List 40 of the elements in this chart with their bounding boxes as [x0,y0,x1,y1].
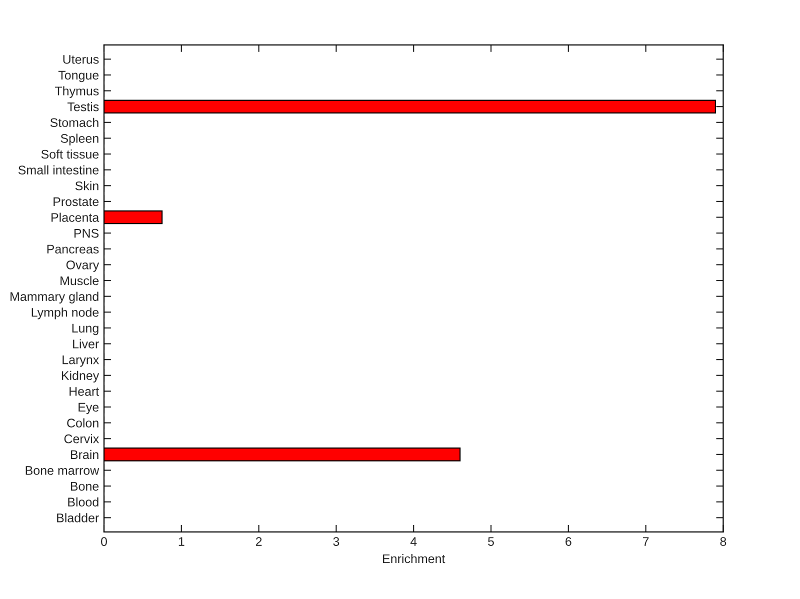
x-tick-label: 1 [178,537,184,546]
y-tick-label: Prostate [54,197,99,206]
y-tick-label: Uterus [63,55,99,64]
x-tick-label: 2 [256,537,262,546]
x-tick-label: 7 [642,537,649,546]
y-tick-label: Heart [70,387,100,396]
y-tick-label: Liver [73,339,99,348]
y-tick-label: Brain [70,450,98,460]
y-tick-label: Skin [75,181,98,190]
x-tick-label: 8 [720,537,726,546]
x-tick-label: 6 [566,537,572,546]
y-tick-label: Bone marrow [26,466,100,475]
y-tick-label: Soft tissue [41,149,99,159]
y-tick-label: Larynx [62,356,100,367]
y-tick-label: Lymph node [32,308,99,320]
x-tick-label: 5 [488,537,494,546]
x-tick-label: 0 [101,537,107,546]
y-tick-label: Pancreas [47,244,99,254]
y-tick-label: Placenta [52,212,100,222]
y-tick-label: Bone [70,482,99,491]
y-tick-label: Muscle [60,276,99,286]
y-tick-label: Eye [78,402,99,414]
y-tick-label: Mammary gland [10,292,98,304]
x-tick-label: 3 [333,537,340,546]
y-tick-label: Ovary [66,260,100,272]
y-tick-label: Bladder [57,513,99,522]
x-axis-title: Enrichment [383,554,446,564]
x-tick-label: 4 [410,537,417,546]
y-tick-label: Stomach [50,118,98,128]
y-tick-label: PNS [74,228,99,238]
y-tick-label: Testis [67,102,99,112]
y-tick-label: Kidney [62,370,100,383]
y-tick-label: Cervix [64,434,100,444]
y-tick-label: Colon [67,418,98,428]
y-tick-label: Thymus [54,86,99,98]
y-tick-label: Small intestine [18,165,99,174]
y-tick-label: Lung [72,324,98,336]
y-tick-label: Tongue [58,70,99,82]
y-tick-label: Blood [68,497,98,507]
y-tick-label: Spleen [60,134,98,146]
